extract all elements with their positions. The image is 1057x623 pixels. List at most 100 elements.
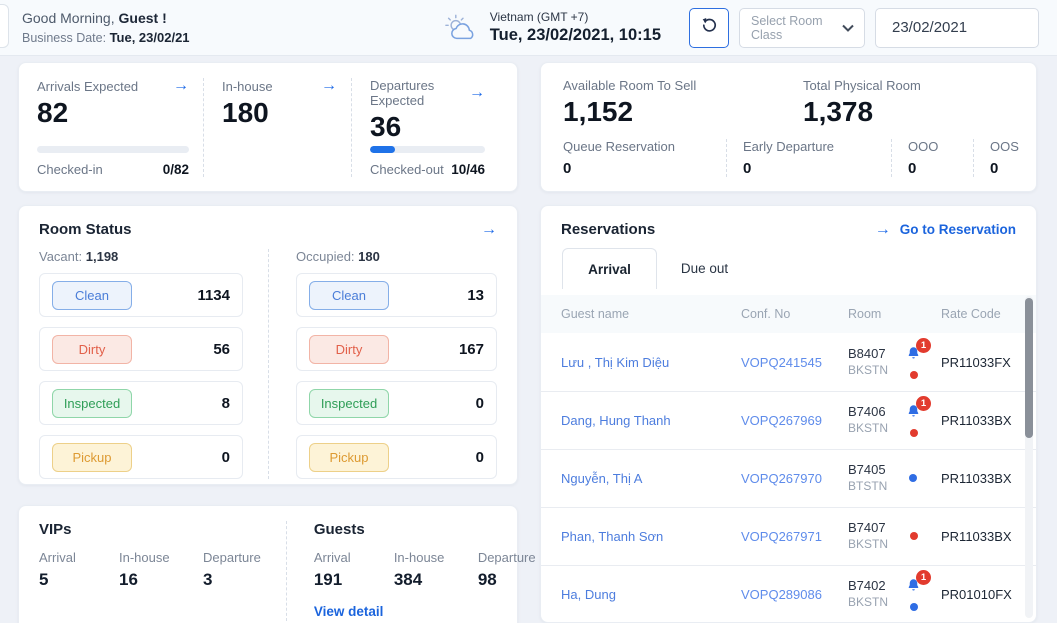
occupied-dirty-row: Dirty 167 — [296, 327, 497, 371]
reservation-row: Phan, Thanh Sơn VOPQ267971 B7407 BKSTN — [541, 507, 1036, 565]
queue-reservation: Queue Reservation 0 — [563, 139, 676, 177]
chevron-down-icon — [842, 19, 854, 37]
departures-arrow-icon[interactable]: → — [469, 84, 485, 101]
bell-count-badge: 1 — [916, 570, 932, 585]
vacant-clean-count: 1134 — [197, 286, 230, 304]
guests-departure: Departure 98 — [477, 550, 536, 589]
go-to-reservation-link[interactable]: → Go to Reservation — [874, 220, 1016, 238]
business-date-input[interactable] — [875, 7, 1039, 48]
kpi-arrivals: Arrivals Expected → 82 Checked-in 0/82 — [37, 78, 204, 177]
occupied-clean-count: 13 — [467, 286, 484, 304]
room-type-code: BKSTN — [848, 362, 889, 377]
view-detail-link[interactable]: View detail — [313, 604, 384, 619]
vips-guests-card: VIPs Arrival 5 In-house 16 Departure 3 — [18, 505, 536, 623]
vacant-pickup-count: 0 — [221, 448, 230, 466]
arrivals-arrow-icon[interactable]: → — [173, 77, 189, 94]
tab-arrival[interactable]: Arrival — [562, 248, 657, 289]
greeting-block: Good Morning, Guest ! Business Date: Tue… — [22, 10, 190, 45]
guests-arrival: Arrival 191 — [313, 550, 351, 589]
notification-bell-icon[interactable]: 1 — [906, 396, 932, 420]
timezone-label: Vietnam (GMT +7) — [489, 10, 589, 24]
room-status-title: Room Status — [39, 221, 132, 238]
room-status-arrow-icon[interactable]: → — [481, 220, 497, 238]
kpi-departures-value: 36 — [370, 111, 402, 142]
clock-block: Vietnam (GMT +7) Tue, 23/02/2021, 10:15 — [490, 10, 661, 45]
vips-title: VIPs — [39, 521, 72, 538]
reservation-row: Nguyễn, Thị A VOPQ267970 B7405 BTSTN — [541, 449, 1036, 507]
guest-name-link[interactable]: Ha, Dung — [561, 587, 616, 602]
checked-out-value: 10/46 — [451, 162, 485, 177]
guest-name-link[interactable]: Phan, Thanh Sơn — [561, 529, 664, 544]
room-status-card: Room Status → Vacant: 1,198 Clean 1134 D… — [18, 205, 518, 485]
occupied-pickup-count: 0 — [475, 448, 484, 466]
room-type-code: BKSTN — [848, 595, 889, 610]
occupied-label: Occupied: — [296, 249, 355, 264]
room-number: B7407 — [848, 520, 886, 536]
inspected-badge[interactable]: Inspected — [52, 388, 132, 418]
guests-inhouse: In-house 384 — [393, 550, 445, 589]
pickup-badge[interactable]: Pickup — [309, 442, 389, 472]
kpi-departures-label: Departures Expected — [370, 78, 435, 108]
rate-code: PR01010FX — [941, 587, 1012, 602]
room-type-code: BKSTN — [848, 421, 889, 436]
notification-bell-icon[interactable]: 1 — [906, 337, 932, 362]
vacant-inspected-count: 8 — [221, 394, 230, 412]
table-scrollbar[interactable] — [1025, 296, 1033, 618]
available-room-to-sell: Available Room To Sell 1,152 — [563, 78, 697, 127]
pickup-badge[interactable]: Pickup — [52, 442, 132, 472]
vips-section: VIPs Arrival 5 In-house 16 Departure 3 — [39, 521, 286, 621]
col-guest-name: Guest name — [561, 307, 630, 321]
status-dot — [909, 474, 918, 483]
bell-count-badge: 1 — [916, 396, 932, 411]
top-header: Good Morning, Guest ! Business Date: Tue… — [0, 0, 1057, 56]
guest-name-link[interactable]: Nguyễn, Thị A — [561, 471, 643, 486]
vips-departure: Departure 3 — [203, 550, 261, 589]
guests-title: Guests — [313, 521, 365, 538]
collapsed-sidebar-handle[interactable] — [0, 4, 9, 48]
reservation-row: Ha, Dung VOPQ289086 B7402 BKSTN 1 — [541, 565, 1036, 622]
clean-badge[interactable]: Clean — [52, 280, 132, 310]
clean-badge[interactable]: Clean — [309, 280, 389, 310]
kpi-arrivals-value: 82 — [37, 97, 69, 128]
status-dot — [910, 429, 919, 437]
conf-no-link[interactable]: VOPQ267971 — [741, 529, 822, 544]
room-class-select[interactable]: Select Room Class — [739, 7, 865, 48]
conf-no-link[interactable]: VOPQ267969 — [741, 413, 822, 428]
kpi-arrivals-label: Arrivals Expected — [37, 78, 139, 94]
business-date-value: Tue, 23/02/21 — [109, 30, 190, 45]
rate-code: PR11033BX — [941, 413, 1012, 428]
goto-arrow-icon: → — [874, 220, 891, 238]
conf-no-link[interactable]: VOPQ267970 — [741, 471, 822, 486]
inhouse-arrow-icon[interactable]: → — [321, 77, 337, 94]
checked-in-value: 0/82 — [162, 162, 189, 177]
status-dot — [910, 532, 919, 541]
guests-section: Guests Arrival 191 In-house 384 Departur… — [285, 521, 536, 621]
vacant-clean-row: Clean 1134 — [39, 273, 243, 317]
tab-due-out[interactable]: Due out — [680, 261, 729, 276]
reservations-tabs: Arrival Due out — [541, 248, 1036, 289]
early-departure: Early Departure 0 — [726, 139, 891, 177]
status-dot — [910, 370, 919, 379]
dirty-badge[interactable]: Dirty — [52, 334, 132, 364]
dirty-badge[interactable]: Dirty — [309, 334, 389, 364]
col-room: Room — [848, 307, 882, 321]
reservations-table-header: Guest name Conf. No Room Rate Code — [541, 295, 1036, 333]
occupied-inspected-count: 0 — [475, 394, 484, 412]
guest-name-link[interactable]: Lưu , Thị Kim Diệu — [561, 354, 670, 370]
vips-inhouse: In-house 16 — [119, 550, 170, 589]
rate-code: PR11033FX — [941, 354, 1011, 370]
col-conf-no: Conf. No — [741, 307, 791, 321]
conf-no-link[interactable]: VOPQ289086 — [741, 587, 822, 602]
notification-bell-icon[interactable]: 1 — [906, 570, 932, 594]
kpi-inhouse: In-house → 180 — [204, 78, 352, 177]
conf-no-link[interactable]: VOPQ241545 — [741, 354, 822, 370]
guest-name-link[interactable]: Dang, Hung Thanh — [561, 413, 671, 428]
total-physical-room: Total Physical Room 1,378 — [803, 78, 921, 127]
room-number: B7402 — [848, 578, 886, 594]
scrollbar-thumb[interactable] — [1025, 298, 1033, 438]
vacant-dirty-count: 56 — [213, 340, 230, 358]
refresh-button[interactable] — [689, 7, 729, 48]
inspected-badge[interactable]: Inspected — [309, 388, 389, 418]
room-number: B7405 — [848, 462, 886, 478]
front-desk-kpi-card: Arrivals Expected → 82 Checked-in 0/82 I… — [18, 62, 518, 192]
